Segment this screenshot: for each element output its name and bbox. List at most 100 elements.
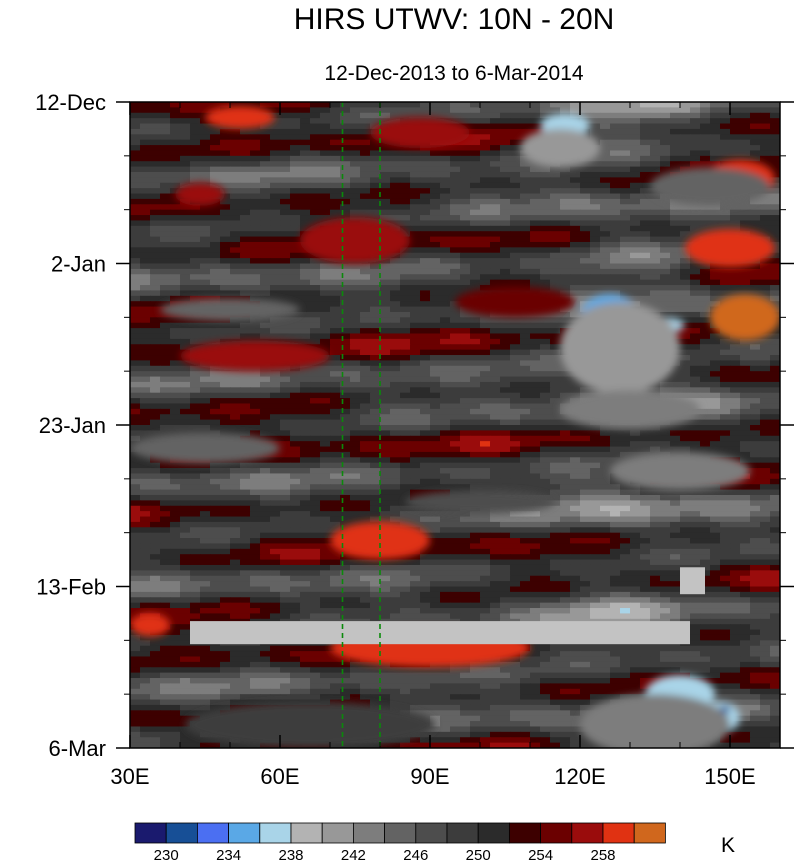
heatmap-cell [600,462,611,469]
heatmap-cell [170,505,181,512]
heatmap-cell [690,128,701,135]
heatmap-cell [580,102,591,108]
heatmap-cell [150,505,161,512]
heatmap-cell [320,414,331,421]
heatmap-cell [570,451,581,458]
heatmap-cell [480,204,491,211]
heatmap-cell [170,322,181,329]
heatmap-cell [300,311,311,318]
heatmap-cell [610,435,621,442]
heatmap-cell [510,392,521,399]
heatmap-cell [180,392,191,399]
heatmap-cell [290,241,301,248]
heatmap-cell [750,145,761,152]
heatmap-cell [180,171,191,178]
heatmap-cell [340,468,351,475]
heatmap-cell [400,150,411,157]
heatmap-cell [570,215,581,222]
heatmap-cell [190,285,201,292]
heatmap-cell [270,333,281,340]
heatmap-cell [220,171,231,178]
heatmap-cell [480,145,491,152]
heatmap-cell [530,102,541,108]
heatmap-cell [270,193,281,200]
heatmap-cell [450,171,461,178]
heatmap-cell [400,295,411,302]
heatmap-cell [370,365,381,372]
heatmap-cell [450,220,461,227]
heatmap-cell [300,263,311,270]
heatmap-cell [480,344,491,351]
heatmap-cell [410,215,421,222]
heatmap-cell [620,236,631,243]
heatmap-cell [200,500,211,507]
heatmap-cell [150,145,161,152]
heatmap-cell [320,301,331,308]
heatmap-cell [610,268,621,275]
heatmap-cell [150,311,161,318]
heatmap-cell [380,355,391,361]
heatmap-cell [690,285,701,292]
heatmap-cell [240,333,251,340]
heatmap-cell [730,102,741,108]
heatmap-cell [550,494,561,501]
heatmap-cell [130,198,141,205]
heatmap-cell [400,102,411,108]
heatmap-cell [270,290,281,297]
heatmap-cell [380,306,391,313]
heatmap-cell [290,161,301,168]
heatmap-cell [590,268,601,275]
heatmap-cell [660,381,671,388]
heatmap-cell [510,123,521,130]
heatmap-cell [140,236,151,243]
heatmap-cell [480,166,491,173]
heatmap-cell [450,204,461,211]
heatmap-cell [280,425,291,431]
heatmap-cell [370,484,381,491]
heatmap-cell [340,355,351,361]
heatmap-cell [720,414,731,421]
heatmap-cell [230,322,241,329]
heatmap-cell [770,247,780,254]
heatmap-cell [590,290,601,297]
heatmap-cell [230,220,241,227]
heatmap-cell [530,349,541,356]
heatmap-cell [710,425,721,431]
heatmap-cell [460,511,471,518]
heatmap-cell [310,365,321,372]
heatmap-cell [580,188,591,195]
heatmap-cell [310,258,321,265]
heatmap-cell [520,247,531,254]
heatmap-cell [590,177,601,184]
heatmap-cell [690,381,701,388]
heatmap-cell [470,328,481,335]
heatmap-cell [310,511,321,518]
heatmap-cell [340,171,351,178]
heatmap-cell [310,295,321,302]
heatmap-cell [310,123,321,130]
heatmap-cell [670,215,681,222]
heatmap-cell [150,177,161,184]
heatmap-cell [590,511,601,518]
heatmap-cell [300,285,311,292]
heatmap-cell [220,204,231,211]
heatmap-cell [640,193,651,200]
heatmap-cell [380,425,391,431]
heatmap-cell [510,355,521,361]
heatmap-cell [460,446,471,453]
heatmap-cell [540,241,551,248]
heatmap-cell [600,145,611,152]
heatmap-cell [530,112,541,119]
heatmap-cell [540,333,551,340]
heatmap-cell [330,279,341,286]
heatmap-cell [300,425,311,431]
heatmap-cell [190,220,201,227]
heatmap-cell [210,258,221,265]
heatmap-cell [230,161,241,168]
heatmap-cell [530,414,541,421]
heatmap-cell [620,161,631,168]
heatmap-cell [130,333,141,340]
heatmap-cell [600,123,611,130]
heatmap-cell [770,430,780,437]
heatmap-cell [770,468,780,475]
